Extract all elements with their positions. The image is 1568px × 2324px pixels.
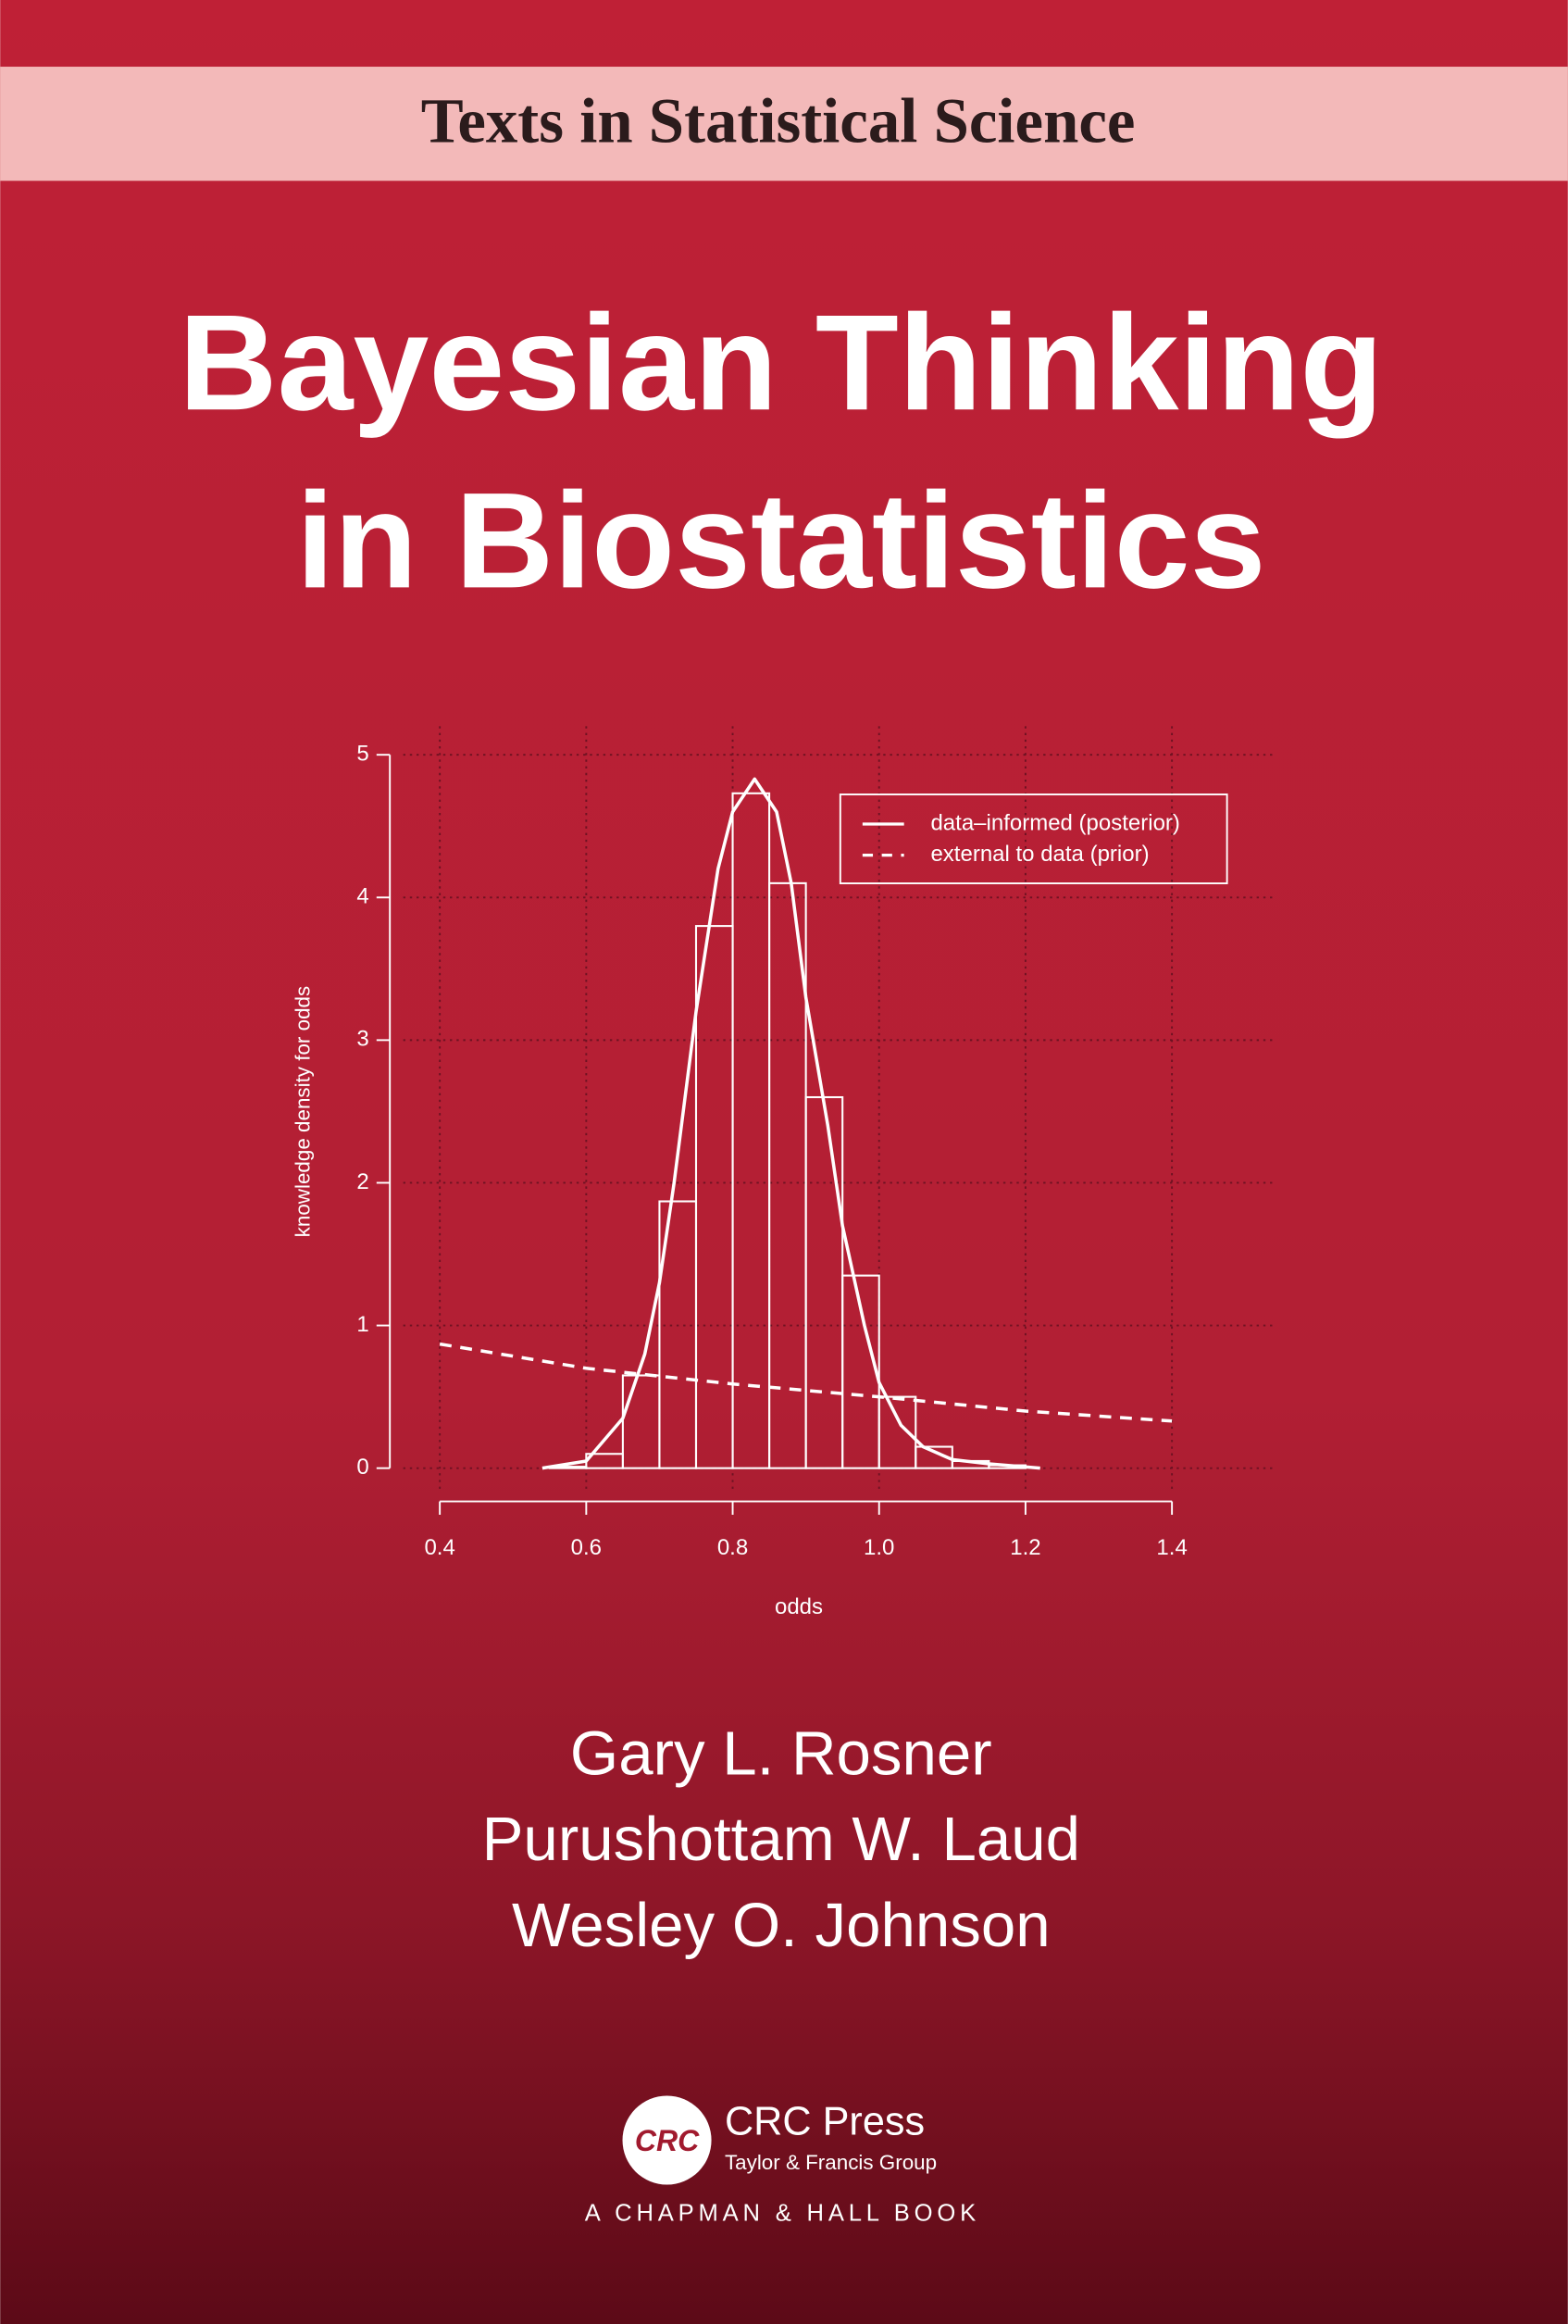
histogram-bar [841, 1274, 880, 1469]
y-tick-label: 5 [356, 742, 368, 767]
author: Gary L. Rosner [570, 1718, 992, 1788]
x-tick-label: 0.6 [571, 1535, 602, 1560]
publisher-logo [622, 2095, 712, 2185]
x-tick-label: 0.8 [717, 1535, 748, 1560]
histogram-bar [915, 1445, 953, 1469]
series-title: Texts in Statistical Science [421, 85, 1136, 156]
author: Purushottam W. Laud [482, 1805, 1080, 1874]
publisher-group: Taylor & Francis Group [725, 2151, 937, 2174]
chart: 0.4 0.6 0.8 1.0 1.2 1.4 0 1 2 3 4 5 odds knowledge de… [291, 726, 1275, 1619]
publisher-imprint: A CHAPMAN & HALL BOOK [585, 2200, 980, 2226]
series-banner [0, 67, 1568, 181]
author: Wesley O. Johnson [512, 1891, 1051, 1960]
y-tick-label: 1 [356, 1312, 368, 1337]
x-tick-label: 1.2 [1010, 1535, 1040, 1560]
y-tick-label: 0 [356, 1455, 368, 1480]
legend-label: data–informed (posterior) [930, 810, 1179, 835]
x-axis-label: odds [775, 1594, 823, 1619]
legend-box [839, 793, 1228, 885]
x-tick-label: 1.4 [1156, 1535, 1187, 1560]
publisher-name: CRC Press [725, 2099, 925, 2143]
book-title: Bayesian Thinking [179, 287, 1383, 439]
y-tick-label: 2 [356, 1169, 368, 1194]
y-tick-label: 4 [356, 884, 368, 909]
series-line [541, 777, 1040, 1470]
legend-label: external to data (prior) [930, 842, 1149, 867]
x-tick-label: 1.0 [864, 1535, 894, 1560]
publisher-logo-text: CRC [635, 2124, 700, 2157]
y-axis-label: knowledge density for odds [291, 986, 314, 1238]
y-tick-label: 3 [356, 1027, 368, 1052]
book-title: in Biostatistics [296, 465, 1265, 617]
x-tick-label: 0.4 [424, 1535, 454, 1560]
histogram-bar [877, 1395, 917, 1469]
